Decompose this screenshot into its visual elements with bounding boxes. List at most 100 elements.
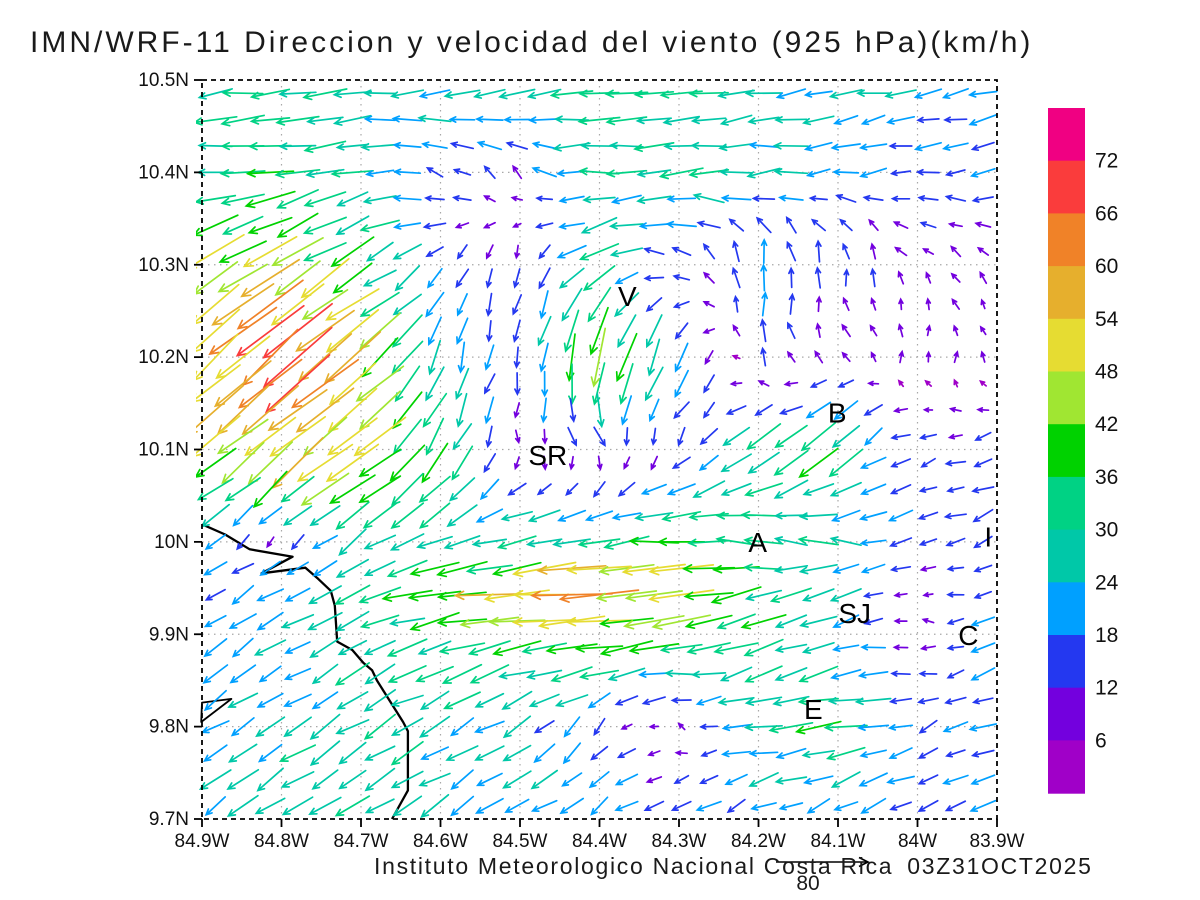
station-label-sr: SR (528, 440, 567, 471)
wind-arrow (196, 283, 240, 325)
wind-arrow (389, 533, 425, 551)
wind-arrow (290, 358, 360, 409)
wind-arrow (843, 268, 850, 287)
wind-arrow (815, 239, 822, 263)
wind-arrow (674, 342, 689, 373)
wind-arrow (359, 291, 400, 318)
wind-arrow (634, 511, 674, 522)
wind-arrow (945, 749, 966, 758)
wind-arrow (830, 771, 861, 788)
wind-arrow (218, 240, 267, 263)
wind-arrow (970, 667, 996, 681)
wind-arrow (815, 295, 822, 313)
wind-arrow (362, 89, 397, 97)
wind-arrow (859, 167, 888, 179)
y-tick-label: 10.3N (138, 255, 189, 276)
wind-arrow (325, 308, 380, 353)
wind-arrow (237, 358, 303, 409)
wind-arrow (922, 591, 934, 598)
wind-arrow (643, 247, 665, 256)
wind-arrow (474, 115, 504, 123)
wind-arrow (944, 800, 967, 812)
wind-arrow (862, 592, 884, 599)
wind-arrow (236, 279, 304, 330)
wind-arrow (443, 89, 481, 99)
wind-arrow (731, 266, 741, 289)
wind-arrow (449, 141, 475, 150)
wind-arrow (635, 116, 673, 125)
wind-arrow (645, 314, 663, 349)
wind-arrow (647, 750, 661, 757)
wind-arrow (894, 246, 908, 257)
wind-arrow (456, 392, 468, 428)
colorbar-block (1048, 687, 1085, 741)
wind-arrow (713, 642, 759, 655)
wind-arrow (968, 723, 998, 732)
wind-arrow (281, 796, 314, 816)
wind-arrow (420, 746, 450, 760)
colorbar-block (1048, 582, 1085, 636)
wind-arrow (787, 321, 796, 340)
wind-arrow (800, 421, 837, 452)
wind-arrow (302, 242, 347, 262)
wind-arrow (453, 590, 526, 601)
wind-arrow (921, 248, 935, 255)
wind-arrow (696, 220, 721, 229)
timestamp-label: 03Z31OCT2025 (907, 853, 1093, 879)
wind-arrow (971, 697, 994, 705)
wind-arrow (309, 637, 341, 658)
wind-arrow (473, 720, 505, 734)
wind-arrow (648, 564, 715, 576)
wind-arrow (425, 246, 444, 258)
wind-arrow (919, 221, 937, 229)
wind-arrow (363, 560, 396, 577)
wind-arrow (728, 218, 745, 232)
wind-arrow (262, 302, 333, 359)
wind-arrow (244, 416, 297, 457)
wind-arrow (427, 339, 442, 376)
x-tick-label: 84.9W (175, 831, 230, 852)
wind-arrow (917, 511, 939, 521)
wind-arrow (829, 588, 862, 602)
wind-arrow (258, 665, 282, 683)
wind-arrow (916, 116, 940, 124)
wind-arrow (479, 478, 500, 501)
coastline-main (201, 523, 410, 820)
wind-arrow (760, 238, 768, 264)
wind-arrow (725, 405, 747, 415)
wind-arrow (421, 141, 448, 149)
wind-arrow (335, 143, 369, 151)
wind-arrow (946, 669, 965, 679)
wind-arrow (724, 773, 748, 786)
wind-arrow (710, 586, 762, 605)
wind-arrow (196, 233, 245, 269)
wind-arrow (427, 316, 442, 346)
wind-arrow (614, 292, 640, 318)
wind-arrow (512, 294, 523, 316)
wind-arrow (534, 222, 554, 230)
wind-arrow (970, 749, 995, 758)
wind-arrow (424, 195, 445, 202)
wind-arrow (200, 503, 231, 528)
wind-arrow (392, 293, 422, 316)
wind-arrow (898, 297, 904, 311)
wind-arrow (418, 772, 451, 787)
wind-arrow (860, 114, 886, 126)
wind-arrow (593, 717, 606, 737)
wind-arrow (740, 614, 787, 630)
wind-arrow (917, 799, 939, 812)
x-tick-label: 84.8W (254, 831, 309, 852)
wind-arrow (308, 796, 342, 816)
wind-arrow (302, 216, 347, 235)
wind-arrow (890, 195, 911, 202)
wind-arrow (661, 510, 702, 522)
wind-arrow (335, 558, 370, 578)
wind-arrow (446, 504, 478, 528)
station-labels: V B SR A SJ C E I (528, 281, 992, 725)
reference-vector (776, 856, 870, 868)
y-tick-label: 10.1N (138, 440, 189, 461)
wind-arrow (687, 538, 731, 547)
wind-arrow (839, 218, 853, 232)
wind-arrow (284, 587, 311, 602)
wind-arrow (282, 505, 313, 526)
